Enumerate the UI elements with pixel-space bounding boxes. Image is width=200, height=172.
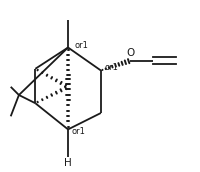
Text: or1: or1 <box>75 41 88 50</box>
Text: or1: or1 <box>71 127 85 136</box>
Text: H: H <box>64 158 72 168</box>
Text: O: O <box>126 48 134 58</box>
Text: or1: or1 <box>104 63 118 72</box>
